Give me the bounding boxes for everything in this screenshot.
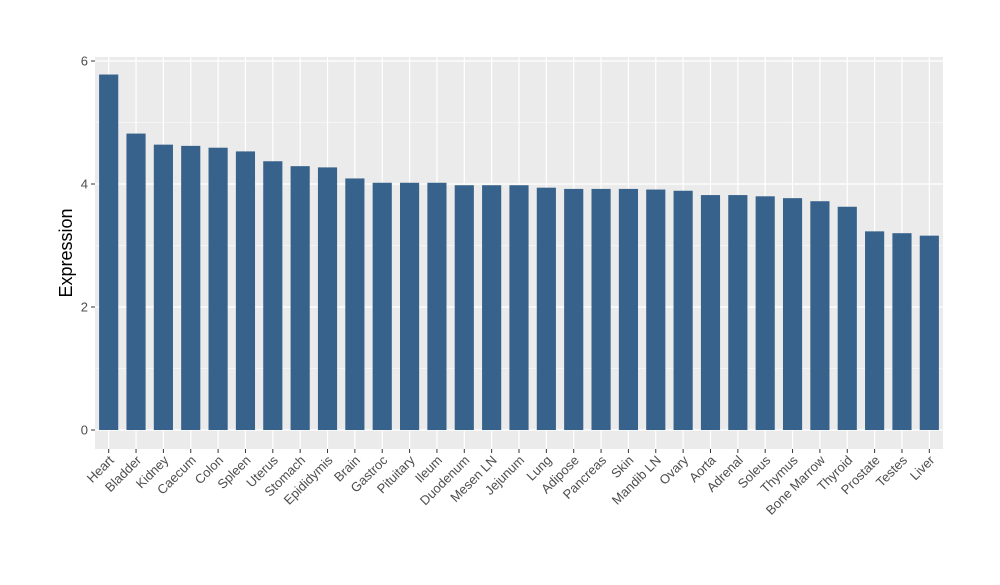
bar-adrenal bbox=[728, 195, 748, 430]
bar-caecum bbox=[181, 145, 201, 430]
bar-liver bbox=[919, 235, 939, 430]
bar-duodenum bbox=[454, 185, 474, 430]
bar-skin bbox=[618, 188, 638, 430]
bars-group bbox=[99, 74, 939, 431]
y-axis: 0 2 4 6 bbox=[81, 54, 95, 438]
bar-uterus bbox=[263, 161, 283, 430]
bar-mesen-ln bbox=[482, 185, 502, 430]
bar-bone-marrow bbox=[810, 201, 830, 430]
bar-testes bbox=[892, 233, 912, 430]
bar-gastroc bbox=[372, 182, 392, 430]
bar-thymus bbox=[782, 198, 803, 430]
y-tick-label: 0 bbox=[81, 423, 88, 438]
x-tick-label: Ovary bbox=[656, 452, 691, 487]
bar-ileum bbox=[427, 182, 447, 430]
y-axis-label: Expression bbox=[56, 208, 76, 297]
bar-mandib-ln bbox=[646, 189, 666, 430]
bar-bladder bbox=[126, 133, 146, 430]
bar-spleen bbox=[235, 151, 256, 430]
bar-jejunum bbox=[509, 185, 529, 430]
y-tick-label: 4 bbox=[81, 177, 88, 192]
bar-brain bbox=[345, 178, 365, 430]
x-tick-label: Testes bbox=[873, 452, 911, 490]
bar-prostate bbox=[865, 231, 885, 430]
y-tick-label: 2 bbox=[81, 300, 88, 315]
bar-lung bbox=[536, 187, 556, 430]
bar-pancreas bbox=[591, 188, 611, 430]
bar-aorta bbox=[700, 195, 721, 430]
y-tick-label: 6 bbox=[81, 54, 88, 69]
bar-pituitary bbox=[400, 182, 420, 430]
bar-colon bbox=[208, 147, 228, 430]
bar-adipose bbox=[564, 188, 584, 430]
bar-epididymis bbox=[317, 167, 338, 430]
bar-soleus bbox=[755, 196, 775, 430]
x-tick-label: Liver bbox=[907, 452, 938, 483]
bar-kidney bbox=[153, 144, 173, 430]
bar-heart bbox=[99, 74, 119, 430]
bar-stomach bbox=[290, 166, 310, 431]
bar-ovary bbox=[673, 190, 693, 430]
bar-thyroid bbox=[837, 206, 857, 430]
x-axis: HeartBladderKidneyCaecumColonSpleenUteru… bbox=[84, 449, 938, 518]
